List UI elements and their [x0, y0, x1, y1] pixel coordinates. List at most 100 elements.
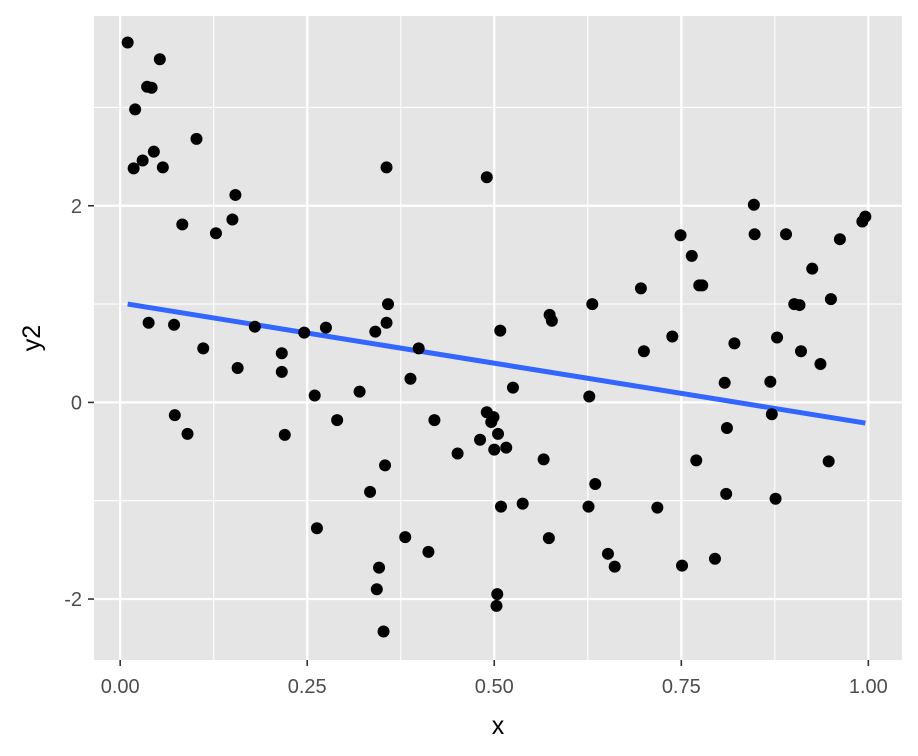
- data-point: [209, 227, 222, 240]
- data-point: [780, 228, 793, 241]
- data-point: [181, 427, 194, 440]
- y-tick-label: 2: [71, 196, 82, 218]
- data-point: [765, 408, 778, 421]
- data-point: [377, 625, 390, 638]
- data-point: [814, 358, 827, 371]
- data-point: [793, 299, 806, 312]
- data-point: [190, 132, 203, 145]
- data-point: [121, 36, 134, 49]
- data-point: [428, 414, 441, 427]
- data-point: [197, 342, 210, 355]
- data-point: [308, 389, 321, 402]
- data-point: [168, 409, 181, 422]
- data-point: [248, 320, 261, 333]
- y-axis: -2 0 2: [64, 196, 94, 611]
- data-point: [370, 583, 383, 596]
- data-point: [685, 249, 698, 262]
- x-tick-label: 0.75: [662, 676, 701, 698]
- data-point: [480, 171, 493, 184]
- data-point: [353, 385, 366, 398]
- data-point: [278, 428, 291, 441]
- data-point: [492, 427, 504, 440]
- major-gridlines: [94, 16, 902, 660]
- data-point: [824, 293, 837, 306]
- data-point: [369, 325, 382, 338]
- data-point: [708, 552, 721, 565]
- data-point: [494, 500, 507, 513]
- data-point: [728, 337, 741, 350]
- data-point: [153, 53, 166, 66]
- x-tick-label: 0.00: [101, 676, 140, 698]
- data-point: [129, 103, 142, 116]
- data-point: [127, 162, 140, 175]
- x-tick-label: 1.00: [849, 676, 888, 698]
- data-point: [720, 487, 733, 500]
- data-point: [795, 345, 807, 358]
- points-layer: [121, 36, 872, 638]
- data-point: [822, 455, 835, 468]
- data-point: [451, 447, 464, 460]
- data-point: [275, 365, 288, 378]
- data-point: [399, 531, 412, 544]
- data-point: [145, 81, 158, 94]
- data-point: [373, 561, 386, 574]
- data-point: [488, 443, 501, 456]
- data-point: [379, 459, 392, 472]
- data-point: [806, 262, 819, 275]
- data-point: [608, 560, 621, 573]
- data-point: [229, 188, 242, 201]
- data-point: [589, 478, 602, 491]
- data-point: [720, 421, 733, 434]
- data-point: [637, 345, 650, 358]
- x-tick-label: 0.50: [475, 676, 514, 698]
- data-point: [168, 318, 181, 331]
- data-point: [226, 213, 239, 226]
- data-point: [136, 154, 149, 167]
- x-axis: 0.00 0.25 0.50 0.75 1.00: [101, 660, 888, 698]
- data-point: [506, 381, 519, 394]
- data-point: [494, 324, 507, 337]
- data-point: [382, 298, 395, 311]
- data-point: [474, 433, 487, 446]
- data-point: [582, 500, 595, 513]
- data-point: [586, 298, 599, 311]
- data-point: [771, 331, 784, 344]
- data-point: [690, 454, 703, 467]
- data-point: [747, 198, 760, 211]
- data-point: [147, 145, 160, 158]
- data-point: [542, 532, 555, 545]
- data-point: [516, 497, 529, 510]
- data-point: [545, 314, 558, 327]
- data-point: [634, 282, 647, 295]
- data-point: [380, 161, 393, 174]
- data-point: [422, 545, 435, 558]
- x-tick-label: 0.25: [288, 676, 327, 698]
- data-point: [364, 485, 377, 498]
- data-point: [412, 342, 425, 355]
- data-point: [601, 547, 614, 560]
- minor-gridlines: [94, 16, 902, 660]
- data-point: [491, 588, 504, 601]
- x-axis-title: x: [492, 712, 505, 740]
- data-point: [490, 599, 503, 612]
- data-point: [833, 233, 846, 246]
- data-point: [859, 210, 872, 223]
- data-point: [718, 376, 731, 389]
- data-point: [748, 228, 761, 241]
- y-tick-label: -2: [64, 589, 82, 611]
- data-point: [176, 218, 189, 231]
- data-point: [487, 411, 500, 424]
- data-point: [583, 390, 596, 403]
- plot-panel: [94, 16, 902, 660]
- data-point: [331, 414, 344, 427]
- data-point: [674, 229, 687, 242]
- data-point: [651, 501, 664, 514]
- data-point: [537, 453, 550, 466]
- data-point: [380, 316, 393, 329]
- data-point: [500, 441, 513, 454]
- y-axis-title: y2: [18, 325, 46, 351]
- data-point: [298, 326, 311, 339]
- y-tick-label: 0: [71, 392, 82, 414]
- data-point: [676, 559, 689, 572]
